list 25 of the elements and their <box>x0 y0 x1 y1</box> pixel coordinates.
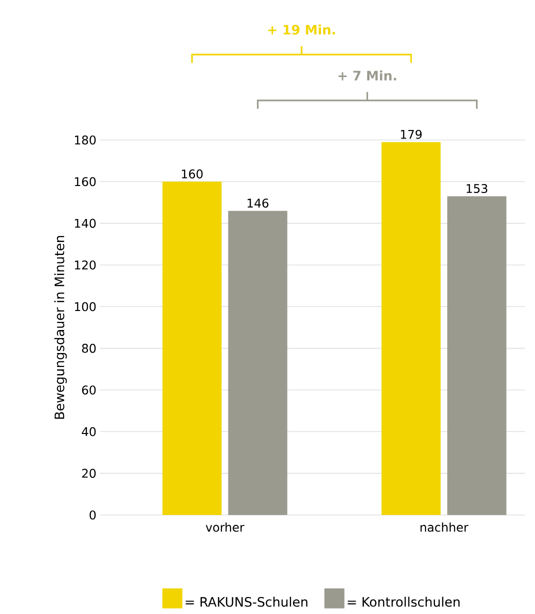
data-label: 153 <box>466 184 488 194</box>
bar <box>228 210 288 515</box>
text: + 7 Min. <box>338 70 396 80</box>
data-label: 160 <box>182 169 203 178</box>
y-tick-label: 40 <box>82 427 96 436</box>
x-tick-label: vorher <box>206 522 244 532</box>
bar <box>162 182 222 515</box>
y-tick-label: 0 <box>90 510 96 520</box>
legend-label: = Kontrollschulen <box>348 596 460 607</box>
y-axis-title: Bewegungsdauer in Minuten <box>54 236 67 419</box>
legend-label: = RAKUNS-Schulen <box>186 596 308 607</box>
data-label: 179 <box>400 130 422 139</box>
y-tick-label: 60 <box>82 385 96 395</box>
bar <box>447 196 506 515</box>
bar <box>382 142 441 515</box>
y-tick-label: 100 <box>74 302 96 312</box>
y-tick-label: 140 <box>74 218 96 228</box>
x-tick-label: nachher <box>420 522 468 532</box>
y-tick-label: 20 <box>82 468 96 478</box>
y-tick-label: 160 <box>74 177 96 186</box>
text: + 19 Min. <box>268 24 335 35</box>
y-tick-label: 80 <box>82 344 96 353</box>
y-tick-label: 120 <box>74 260 96 270</box>
data-label: 146 <box>248 198 268 208</box>
y-tick-label: 180 <box>74 135 96 145</box>
